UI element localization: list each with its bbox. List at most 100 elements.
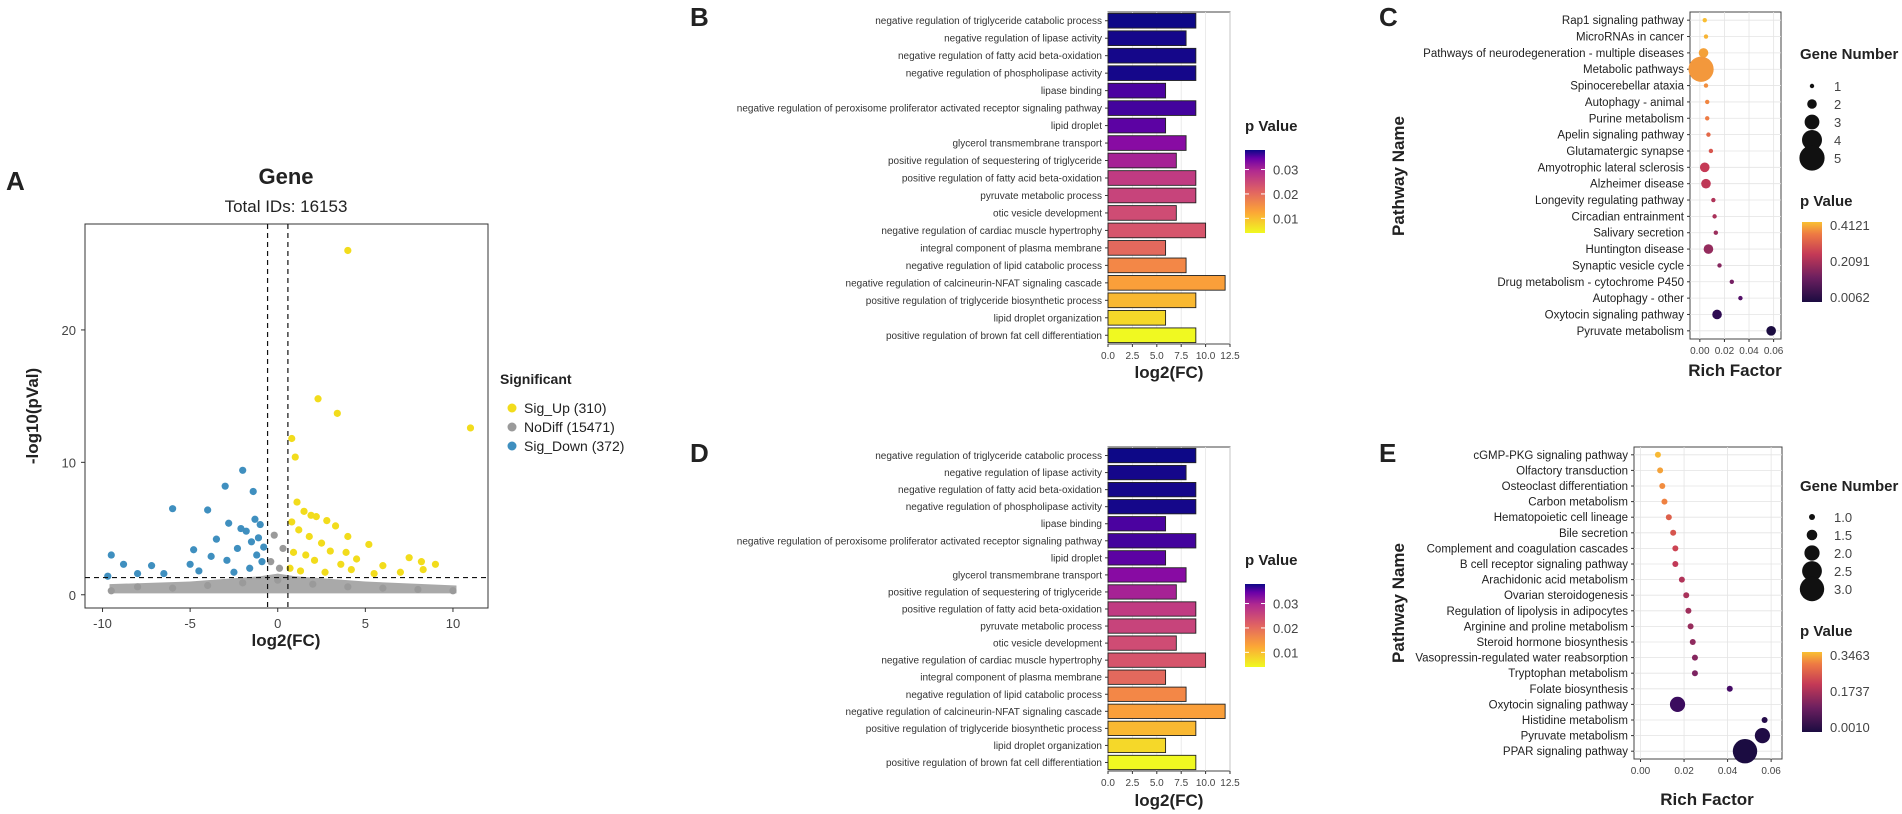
bar-category-label: negative regulation of phospholipase act… (906, 69, 1102, 80)
bubble (1691, 670, 1698, 677)
bar-category-label: positive regulation of fatty acid beta-o… (902, 174, 1102, 185)
volcano-x-tick-label: 0 (274, 616, 281, 631)
bar (1107, 82, 1167, 99)
bubble (1702, 17, 1707, 23)
bar-category-label: otic vesicle development (993, 208, 1102, 219)
volcano-point-sig-down (233, 544, 242, 553)
bubble-e-x-label: Rich Factor (1660, 790, 1754, 809)
bubble-c-color-legend-title: p Value (1800, 193, 1853, 210)
bubble-category-label: Metabolic pathways (1583, 64, 1684, 76)
volcano-x-tick-label: -5 (184, 616, 196, 631)
bar-b-colorbar (1245, 150, 1265, 233)
volcano-point-sig-up (302, 551, 310, 559)
volcano-point-sig-down (247, 538, 256, 546)
bar (1107, 567, 1187, 583)
volcano-point-sig-up (310, 556, 319, 564)
bubble-e-color-tick: 0.0010 (1830, 720, 1870, 735)
bar (1107, 533, 1197, 549)
bubble (1754, 728, 1771, 744)
size-legend-label: 1 (1834, 79, 1841, 94)
size-legend-label: 1.0 (1834, 510, 1852, 525)
volcano-y-tick-label: 20 (62, 323, 76, 338)
bubble-category-label: Steroid hormone biosynthesis (1477, 637, 1629, 649)
bar (1107, 550, 1167, 566)
volcano-point-sig-up (296, 567, 305, 575)
bubble-category-label: B cell receptor signaling pathway (1460, 559, 1628, 571)
volcano-point-sig-up (295, 526, 303, 534)
volcano-legend: Significant Sig_Up (310) NoDiff (15471) … (500, 371, 624, 454)
volcano-point-sig-up (347, 566, 355, 574)
volcano-point-sig-up (289, 548, 298, 556)
legend-label-nodiff: NoDiff (15471) (524, 419, 615, 435)
volcano-point-sig-up (317, 539, 326, 547)
bar-b-legend-title: p Value (1245, 118, 1298, 135)
volcano-point-nodiff (279, 544, 287, 553)
volcano-point-sig-down (195, 567, 203, 575)
bar (1107, 327, 1197, 344)
bubble (1761, 717, 1768, 723)
bar-category-label: lipid droplet (1051, 553, 1102, 564)
volcano-point-sig-down (204, 506, 212, 514)
volcano-point-nodiff (107, 587, 115, 595)
bubble-category-label: Salivary secretion (1593, 228, 1684, 240)
volcano-point-sig-up (466, 424, 475, 432)
bubble-category-label: Oxytocin signaling pathway (1545, 309, 1685, 321)
volcano-point-sig-up (333, 409, 341, 417)
bubble-category-label: MicroRNAs in cancer (1576, 32, 1684, 44)
volcano-point-nodiff (309, 580, 317, 588)
bar-category-label: lipid droplet (1051, 121, 1102, 132)
volcano-point-sig-down (160, 569, 168, 578)
bar (1107, 754, 1197, 771)
volcano-point-sig-up (396, 568, 404, 576)
volcano-point-sig-down (225, 519, 233, 527)
size-legend-bubble (1804, 114, 1820, 130)
bar (1107, 30, 1187, 46)
bubble (1699, 162, 1710, 173)
bubble-e-color-tick: 0.1737 (1830, 684, 1870, 699)
volcano-point-sig-down (237, 524, 245, 533)
bar (1107, 205, 1177, 221)
bar-category-label: negative regulation of calcineurin-NFAT … (846, 278, 1103, 289)
bar-category-label: negative regulation of peroxisome prolif… (737, 536, 1102, 547)
legend-swatch-sig-up (507, 403, 517, 413)
volcano-point-sig-up (352, 555, 361, 563)
volcano-point-nodiff (204, 581, 212, 590)
bar-d-legend: p Value 0.01 0.02 0.03 (1245, 552, 1298, 667)
size-legend-label: 2 (1834, 97, 1841, 112)
bubble-category-label: Pyruvate metabolism (1577, 326, 1684, 338)
bubble-category-label: Regulation of lipolysis in adipocytes (1446, 606, 1628, 618)
bar (1107, 240, 1167, 256)
bar (1107, 152, 1177, 169)
volcano-y-tick-label: 10 (62, 455, 76, 470)
bar-x-tick-label: 5.0 (1150, 778, 1164, 789)
bar-category-label: lipid droplet organization (994, 741, 1102, 752)
bubble-category-label: PPAR signaling pathway (1503, 746, 1628, 758)
bubble-category-label: Bile secretion (1559, 528, 1628, 540)
bar (1107, 447, 1197, 464)
bar (1107, 703, 1226, 719)
size-legend-bubble (1802, 130, 1822, 150)
volcano-point-sig-down (212, 535, 221, 543)
bar (1107, 187, 1197, 204)
bubble (1726, 685, 1733, 692)
bar-category-label: positive regulation of triglyceride bios… (866, 296, 1102, 307)
panel-c: C 0.00 0.02 0.04 0.06 Rap1 signaling pathway… (1379, 2, 1899, 380)
bubble (1712, 309, 1722, 320)
bubble-e-color-tick: 0.3463 (1830, 648, 1870, 663)
volcano-point-sig-up (342, 548, 350, 556)
volcano-point-sig-down (119, 560, 128, 568)
size-legend-label: 4 (1834, 133, 1841, 148)
bar (1107, 652, 1207, 668)
bar-category-label: negative regulation of cardiac muscle hy… (881, 226, 1102, 237)
bubble (1732, 739, 1758, 764)
bar (1107, 12, 1197, 29)
bubble-category-label: Ovarian steroidogenesis (1504, 590, 1628, 602)
bar-category-label: lipase binding (1041, 86, 1102, 97)
bar (1107, 601, 1197, 617)
bubble-category-label: Carbon metabolism (1528, 497, 1628, 509)
bubble (1657, 467, 1664, 474)
bar-x-tick-label: 12.5 (1220, 351, 1240, 362)
bar (1107, 310, 1167, 326)
bubble (1703, 83, 1709, 88)
volcano-point-sig-down (223, 556, 231, 564)
